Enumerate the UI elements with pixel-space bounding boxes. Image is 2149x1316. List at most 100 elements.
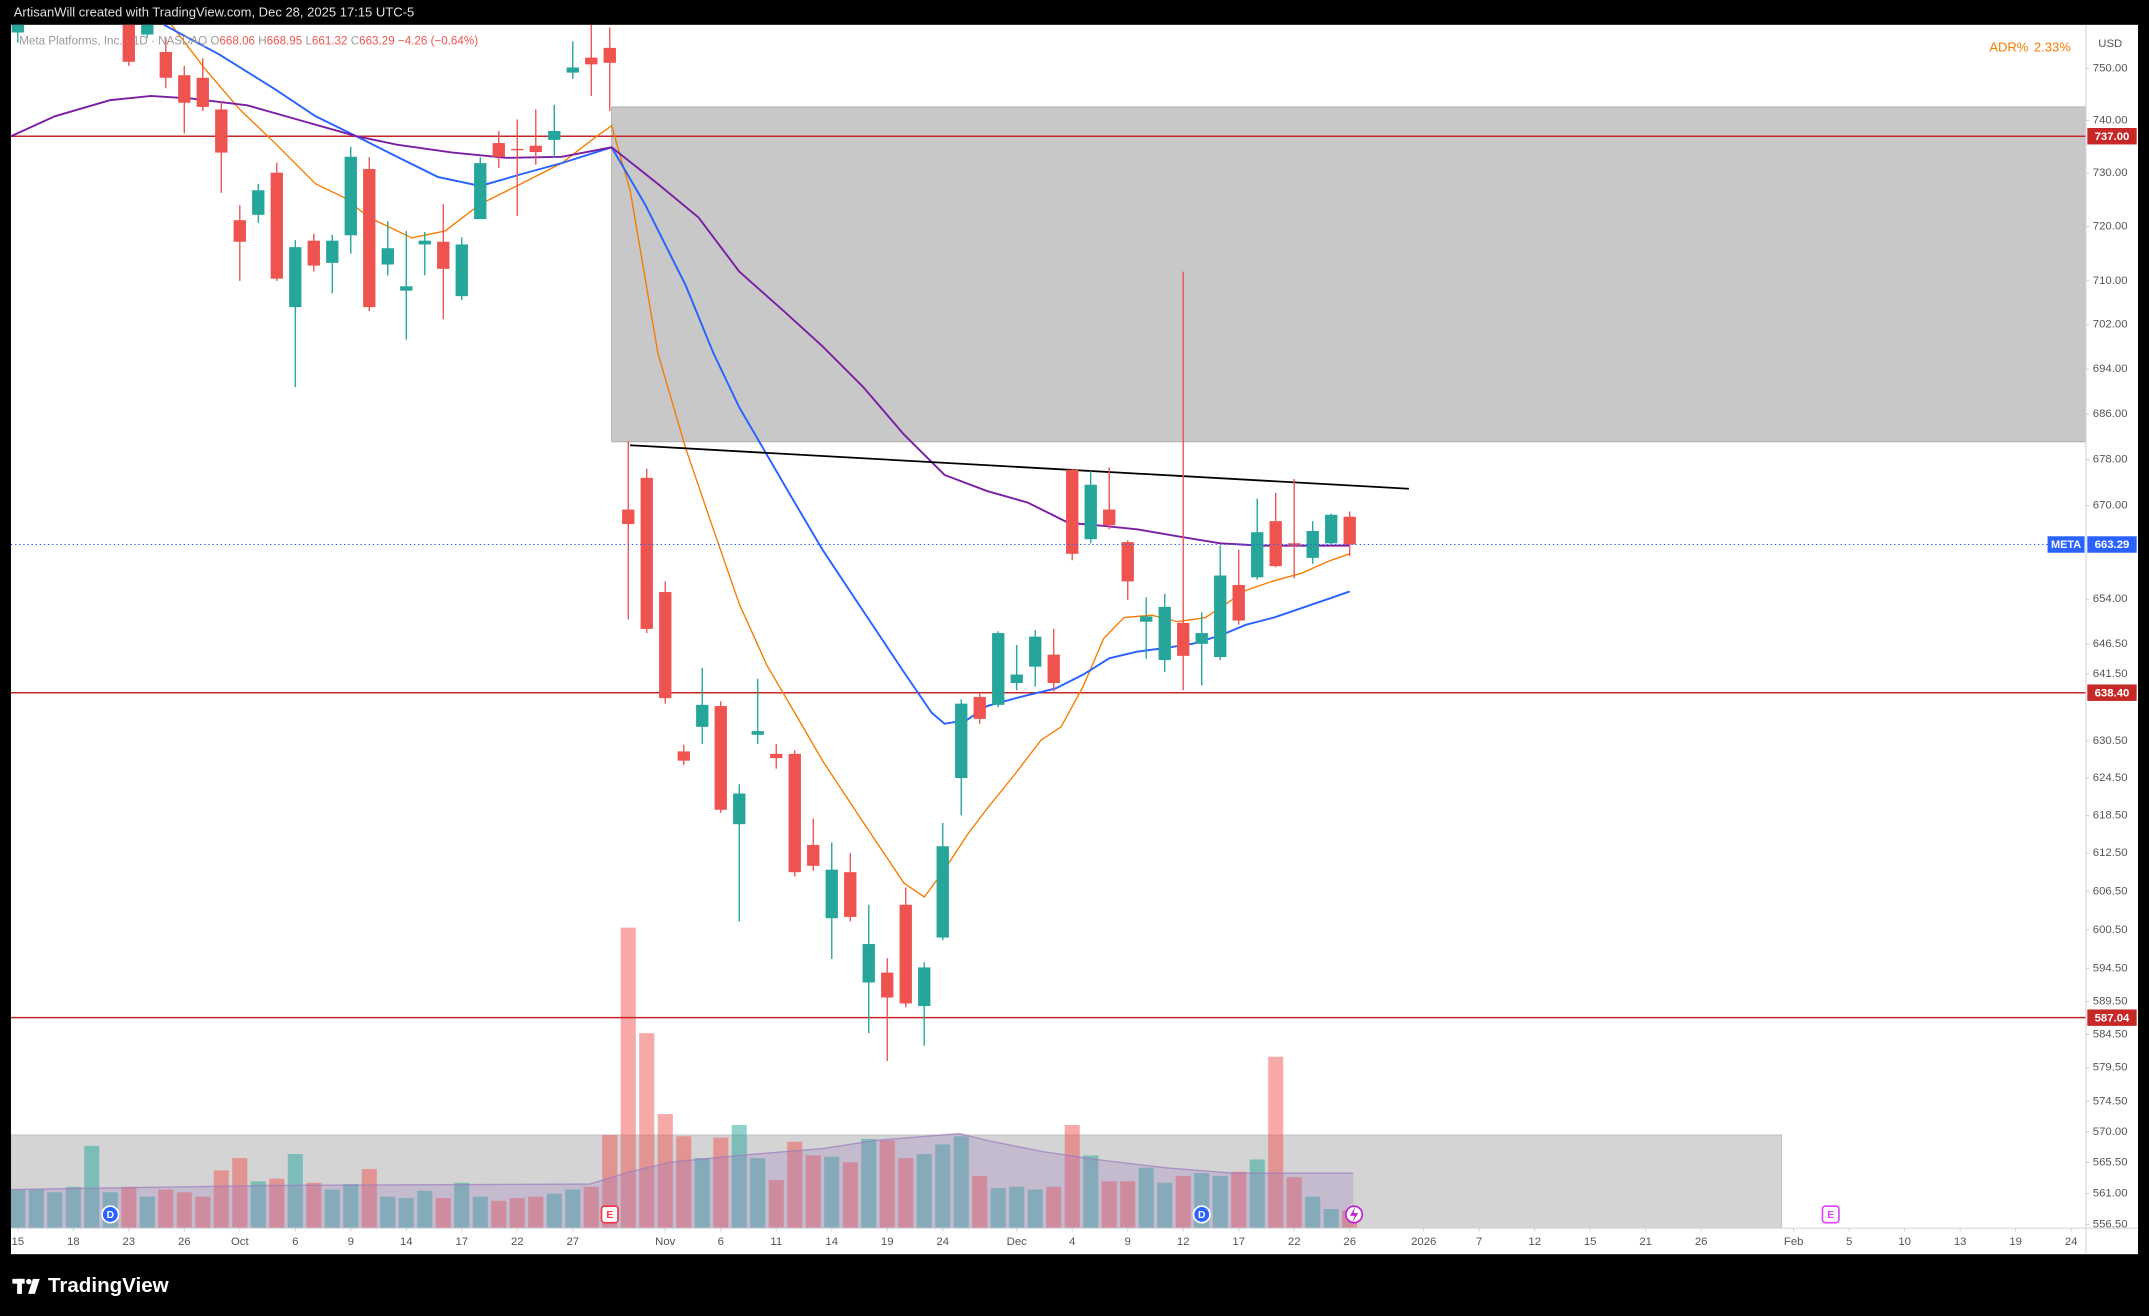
x-tick-label: 12	[1528, 1236, 1541, 1248]
y-tick-label: 570.00	[2093, 1126, 2128, 1138]
moving-average	[163, 24, 1351, 725]
candle-body	[1084, 484, 1097, 540]
candle-body	[400, 286, 413, 291]
candle-body	[529, 145, 542, 153]
x-tick-label: 10	[1898, 1236, 1911, 1248]
candle-body	[437, 241, 450, 269]
x-tick-label: 14	[400, 1236, 413, 1248]
candle-body	[289, 247, 302, 308]
candle-body	[1269, 521, 1282, 567]
candle-body	[326, 240, 339, 263]
candle-body	[918, 967, 931, 1007]
y-tick-label: 670.00	[2093, 500, 2128, 512]
y-tick-label: 574.50	[2093, 1095, 2128, 1107]
x-tick-label: 5	[1846, 1236, 1852, 1248]
y-tick-label: 654.00	[2093, 593, 2128, 605]
x-tick-label: 21	[1639, 1236, 1652, 1248]
brand-logo	[12, 1278, 40, 1294]
volume-bar	[454, 1182, 470, 1229]
candle-body	[659, 592, 672, 699]
volume-bar	[195, 1196, 211, 1229]
volume-bar	[546, 1193, 562, 1229]
candle-body	[1325, 514, 1338, 544]
trendline	[630, 444, 1409, 490]
volume-bar	[1212, 1175, 1228, 1229]
volume-bar	[213, 1170, 229, 1229]
y-tick-label: 646.50	[2093, 638, 2128, 650]
level-label: 737.00	[2095, 131, 2130, 143]
volume-bar	[1323, 1209, 1339, 1229]
y-tick-label: 678.00	[2093, 454, 2128, 466]
volume-bar	[657, 1114, 673, 1229]
candle-body	[418, 240, 431, 245]
volume-bar	[1268, 1056, 1284, 1229]
supply-zone	[611, 106, 2086, 443]
volume-bar	[750, 1158, 766, 1229]
candle-body	[141, 24, 154, 35]
candle-body	[936, 846, 949, 938]
volume-bar	[1157, 1182, 1173, 1229]
volume-bar	[306, 1182, 322, 1229]
y-tick-label: 565.50	[2093, 1157, 2128, 1169]
volume-bar	[1231, 1171, 1247, 1229]
volume-bar	[1120, 1181, 1136, 1229]
candle-body	[714, 706, 727, 810]
legend-label: O	[210, 34, 219, 47]
marker-icon	[1192, 1205, 1211, 1224]
marker-label: D	[1198, 1210, 1205, 1221]
candle-body	[603, 47, 616, 63]
x-tick-label: 26	[1343, 1236, 1356, 1248]
x-tick-label: 22	[1288, 1236, 1301, 1248]
volume-ma-area	[10, 1133, 1354, 1229]
x-tick-label: 23	[122, 1236, 135, 1248]
volume-bar	[1249, 1159, 1265, 1229]
volume-bar	[121, 1186, 137, 1229]
legend-value: 668.06	[219, 34, 255, 47]
candle-body	[1121, 542, 1134, 582]
last-price-label: 663.29	[2095, 539, 2130, 551]
candle-body	[992, 633, 1005, 705]
x-tick-label: 13	[1954, 1236, 1967, 1248]
candle-body	[751, 731, 764, 735]
level-label: 587.04	[2095, 1012, 2130, 1024]
level-label-box	[2087, 1009, 2137, 1026]
candle-body	[955, 703, 968, 778]
candle-body	[159, 51, 172, 78]
y-tick-label: 584.50	[2093, 1028, 2128, 1040]
x-tick-label: 12	[1177, 1236, 1190, 1248]
y-tick-label: 561.00	[2093, 1187, 2128, 1199]
candle-body	[1066, 469, 1079, 554]
x-tick-label: Feb	[1784, 1236, 1804, 1248]
candle-body	[696, 704, 709, 727]
candle-body	[1158, 606, 1171, 661]
level-label: 638.40	[2095, 687, 2130, 699]
x-tick-label: 22	[511, 1236, 524, 1248]
y-tick-label: 606.50	[2093, 885, 2128, 897]
candle-body	[178, 75, 191, 103]
y-tick-label: 600.50	[2093, 924, 2128, 936]
logo-part	[26, 1278, 32, 1285]
volume-bar	[232, 1158, 248, 1229]
volume-bar	[1286, 1177, 1302, 1229]
volume-bar	[676, 1136, 692, 1229]
candle-body	[307, 240, 320, 266]
legend-change: −4.26 (−0.64%)	[398, 34, 478, 47]
candle-body	[733, 793, 746, 825]
candle-body	[622, 509, 635, 525]
y-tick-label: 730.00	[2093, 167, 2128, 179]
volume-bar	[787, 1141, 803, 1229]
candle-body	[1232, 584, 1245, 621]
volume-bar	[713, 1137, 729, 1229]
volume-bar	[65, 1186, 81, 1229]
volume-bar	[935, 1144, 951, 1229]
volume-bar	[953, 1136, 969, 1229]
volume-bar	[768, 1179, 784, 1229]
y-tick-label: 630.50	[2093, 735, 2128, 747]
legend-label: C	[351, 34, 359, 47]
volume-bar	[1083, 1155, 1099, 1229]
volume-bar	[1305, 1196, 1321, 1229]
volume-bar	[805, 1155, 821, 1229]
